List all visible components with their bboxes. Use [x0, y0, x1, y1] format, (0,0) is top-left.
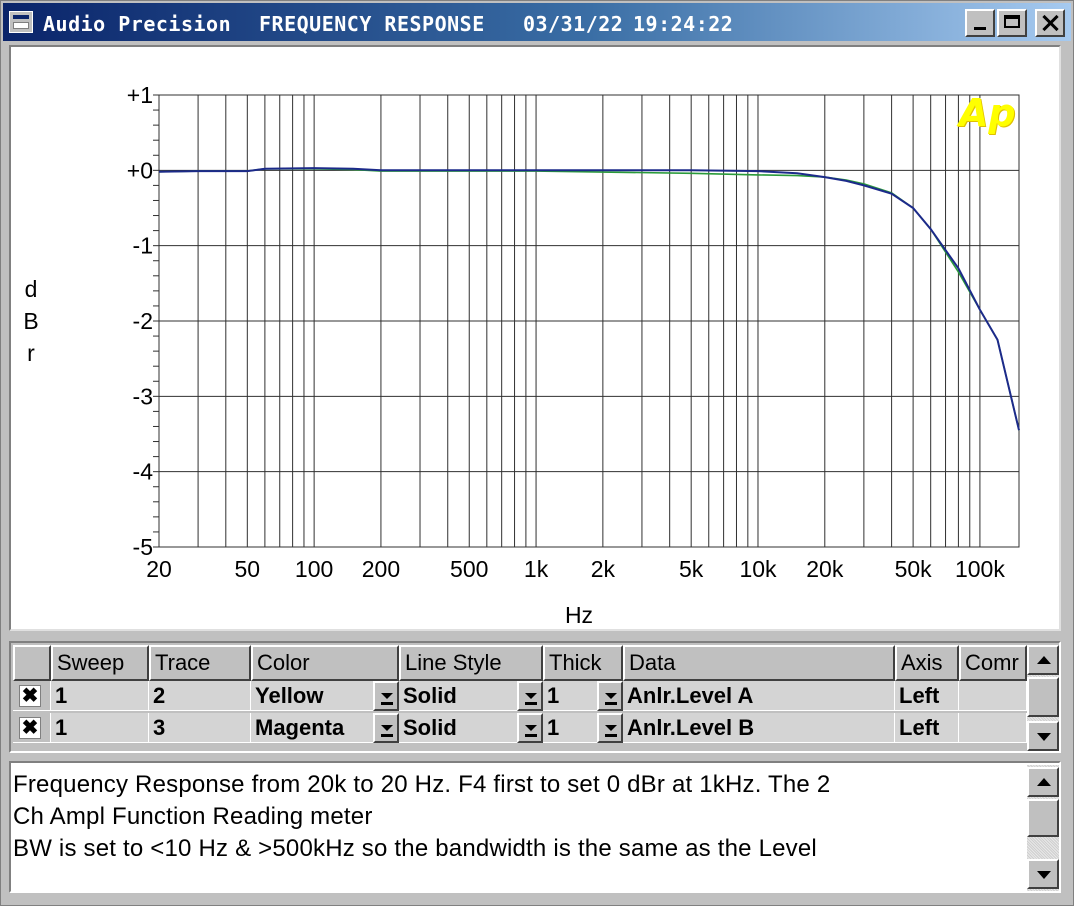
minimize-button[interactable]: [965, 9, 995, 37]
table-scroll-down-button[interactable]: [1027, 721, 1059, 751]
x-tick-label: 50: [235, 556, 261, 582]
series-line-1: [158, 168, 1020, 431]
row-1-trace[interactable]: 2: [149, 681, 251, 711]
row-1-line-style-dropdown[interactable]: [517, 681, 543, 711]
comment-scroll-up-button[interactable]: [1027, 767, 1059, 797]
x-tick-label: 200: [362, 556, 400, 582]
frequency-response-chart: +1 +0 -1 -2 -3 -4 -520 50 100 200 500 1k 2k 5k 10k 20k 5…: [23, 82, 1020, 628]
y-tick-label: +0: [127, 157, 153, 183]
row-1-color-dropdown[interactable]: [373, 681, 399, 711]
plot-frame: [158, 94, 1020, 548]
header-trace[interactable]: Trace: [149, 645, 251, 681]
row-1-comment[interactable]: [959, 681, 1027, 711]
comment-scroll-thumb[interactable]: [1027, 799, 1059, 837]
trace-table: Sweep Trace Color Line Style Thick Data …: [9, 641, 1061, 753]
row-2-color-dropdown[interactable]: [373, 713, 399, 743]
x-tick-label: 20: [146, 556, 172, 582]
x-tick-label: 500: [450, 556, 488, 582]
y-tick-label: -4: [133, 459, 154, 485]
title-bar[interactable]: Audio Precision FREQUENCY RESPONSE 03/31…: [3, 3, 1071, 41]
row-1-thick-dropdown[interactable]: [597, 681, 623, 711]
header-data[interactable]: Data: [623, 645, 895, 681]
row-2-thick-dropdown[interactable]: [597, 713, 623, 743]
maximize-button[interactable]: [997, 9, 1027, 37]
header-color[interactable]: Color: [251, 645, 399, 681]
header-sweep[interactable]: Sweep: [51, 645, 149, 681]
header-comment[interactable]: Comr: [959, 645, 1027, 681]
header-axis[interactable]: Axis: [895, 645, 959, 681]
app-window-icon[interactable]: [9, 11, 33, 33]
x-tick-label: 20k: [806, 556, 844, 582]
row-2-enable-checkbox[interactable]: ✖: [19, 717, 41, 739]
close-button[interactable]: [1035, 9, 1065, 37]
x-tick-label: 1k: [524, 556, 549, 582]
comment-line-2: Ch Ampl Function Reading meter: [13, 803, 373, 830]
x-tick-label: 10k: [739, 556, 777, 582]
row-2-data[interactable]: Anlr.Level B: [623, 713, 895, 743]
x-tick-label: 100: [295, 556, 333, 582]
row-2-sweep[interactable]: 1: [51, 713, 149, 743]
comment-textbox[interactable]: Frequency Response from 20k to 20 Hz. F4…: [9, 761, 1061, 893]
x-axis-label: Hz: [565, 602, 593, 628]
row-1-enable-checkbox[interactable]: ✖: [19, 685, 41, 707]
x-tick-label: 50k: [895, 556, 933, 582]
header-line-style[interactable]: Line Style: [399, 645, 543, 681]
title-date: 03/31/22: [523, 12, 624, 36]
row-2-trace[interactable]: 3: [149, 713, 251, 743]
comment-scroll-down-button[interactable]: [1027, 859, 1059, 889]
row-2-comment[interactable]: [959, 713, 1027, 743]
row-1-axis[interactable]: Left: [895, 681, 959, 711]
app-name: Audio Precision: [43, 12, 232, 36]
y-tick-label: +1: [127, 82, 153, 108]
header-thick[interactable]: Thick: [543, 645, 623, 681]
y-tick-label: -3: [133, 383, 153, 409]
document-title: FREQUENCY RESPONSE: [259, 12, 485, 36]
row-1-sweep[interactable]: 1: [51, 681, 149, 711]
comment-line-1: Frequency Response from 20k to 20 Hz. F4…: [13, 771, 831, 798]
header-select[interactable]: [13, 645, 51, 681]
title-time: 19:24:22: [633, 12, 734, 36]
graph-panel[interactable]: +1 +0 -1 -2 -3 -4 -5 20 50 100 200 500 1k 2k 5k 10k 20k 5…: [9, 45, 1061, 631]
y-tick-label: -1: [133, 233, 153, 259]
x-tick-label: 5k: [679, 556, 704, 582]
ap-logo: Ap: [959, 91, 1016, 135]
table-scroll-thumb[interactable]: [1027, 677, 1059, 717]
row-2-axis[interactable]: Left: [895, 713, 959, 743]
table-scroll-up-button[interactable]: [1027, 645, 1059, 675]
row-2-line-style-dropdown[interactable]: [517, 713, 543, 743]
comment-line-3: BW is set to <10 Hz & >500kHz so the ban…: [13, 835, 817, 862]
row-1-data[interactable]: Anlr.Level A: [623, 681, 895, 711]
series-line-2: [158, 167, 1020, 431]
x-tick-label: 2k: [591, 556, 616, 582]
y-tick-label: -2: [133, 308, 153, 334]
x-tick-label: 100k: [955, 556, 1005, 582]
y-tick-label: -5: [133, 534, 153, 560]
